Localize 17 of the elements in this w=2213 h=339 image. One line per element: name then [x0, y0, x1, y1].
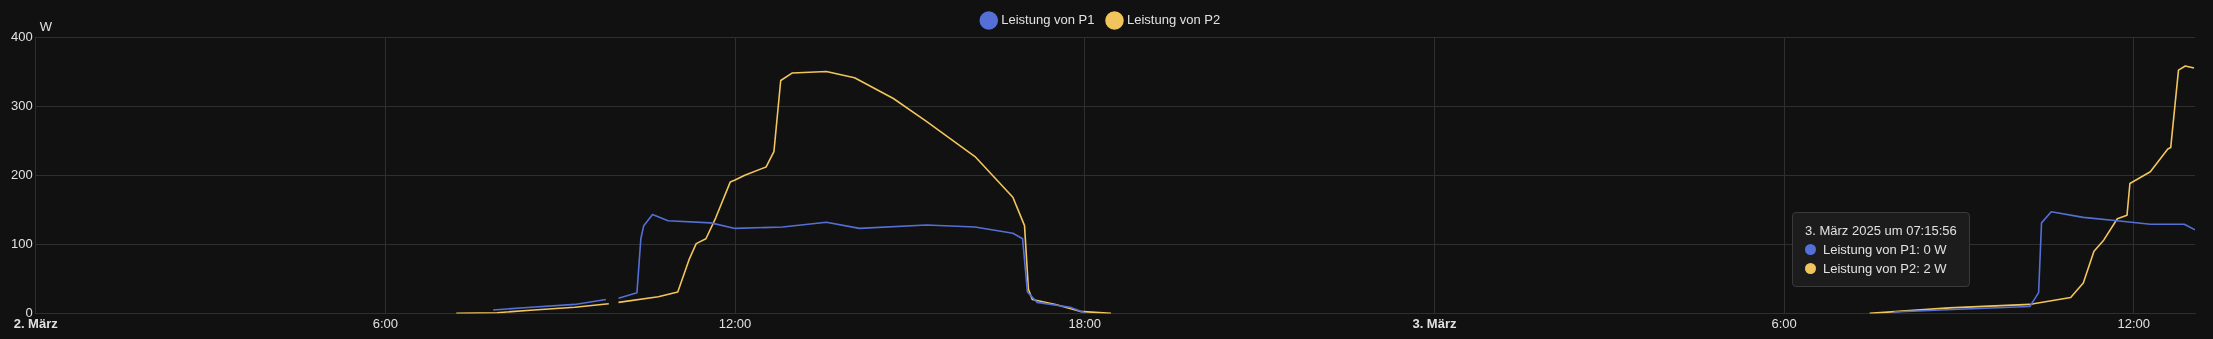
annotation: 3. März 2025 um 07:15:56 [1805, 222, 1957, 240]
annotation: Leistung von P2: 2 W [1823, 260, 1947, 278]
annotation: Leistung von P1: 0 W [1823, 241, 1947, 259]
legend-label: Leistung von P1 [1001, 12, 1095, 28]
x-tick-label: 18:00 [1068, 315, 1102, 331]
y-tick-label: 100 [10, 235, 33, 251]
x-tick-label: 6:00 [1771, 315, 1797, 331]
y-tick-label: 300 [10, 97, 33, 113]
x-tick-label: 6:00 [372, 315, 399, 331]
y-tick-label: 200 [10, 166, 33, 182]
x-tick-label: 3. März [1412, 315, 1457, 331]
legend-label: Leistung von P2 [1127, 12, 1221, 28]
x-tick-label: 12:00 [718, 315, 752, 331]
y-axis-title: W [39, 19, 53, 35]
x-tick-label: 12:00 [2117, 315, 2151, 331]
y-tick-label: 0 [25, 304, 33, 320]
y-tick-label: 400 [10, 28, 33, 44]
